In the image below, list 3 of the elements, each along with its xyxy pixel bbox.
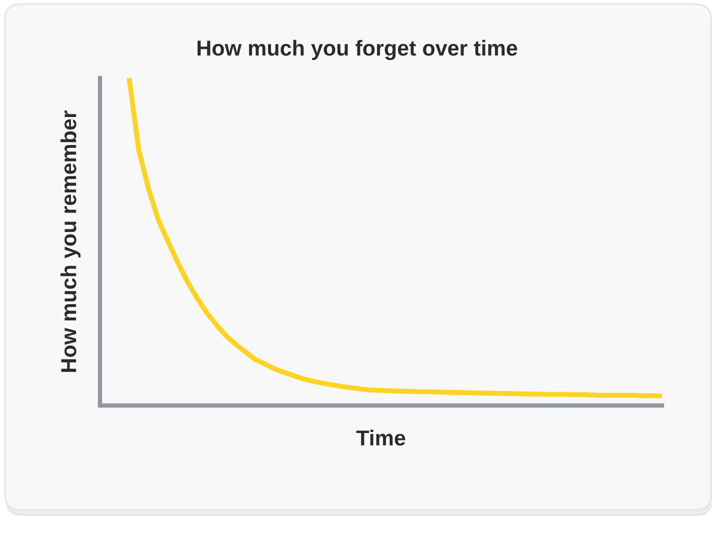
x-axis-title: Time bbox=[356, 430, 406, 446]
chart-title: How much you forget over time bbox=[198, 40, 518, 60]
y-axis-title: How much you remember bbox=[60, 110, 81, 372]
